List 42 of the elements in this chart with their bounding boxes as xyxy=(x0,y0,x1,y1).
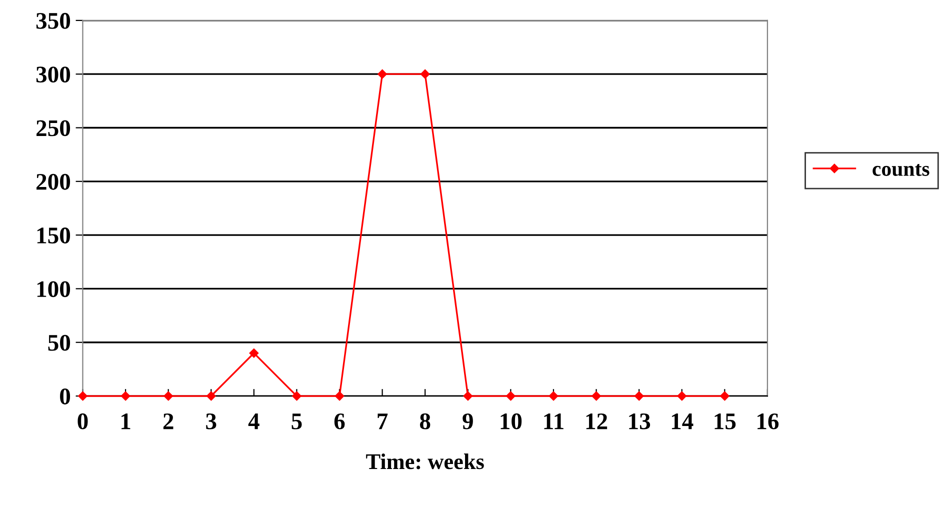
x-tick-label: 10 xyxy=(500,413,522,430)
point xyxy=(420,69,430,79)
x-tick-label: 2 xyxy=(163,413,174,430)
x-tick-label: 0 xyxy=(78,413,88,430)
y-tick-label: 350 xyxy=(36,12,70,29)
point xyxy=(378,69,387,79)
x-tick-label: 16 xyxy=(758,413,779,430)
y-tick-label: 300 xyxy=(36,66,70,83)
x-tick-label: 7 xyxy=(378,414,388,430)
legend-label: counts xyxy=(872,164,930,176)
x-tick-label: 8 xyxy=(420,413,430,430)
y-tick-label: 50 xyxy=(48,334,70,351)
point xyxy=(548,391,558,401)
x-tick-label: 13 xyxy=(629,413,650,430)
point xyxy=(164,391,173,401)
point xyxy=(120,391,130,401)
y-tick-label: 100 xyxy=(37,281,70,298)
point xyxy=(592,391,601,401)
point xyxy=(506,391,516,401)
x-tick-label: 11 xyxy=(544,413,564,430)
x-tick-label: 9 xyxy=(462,413,473,430)
x-tick-label: 5 xyxy=(292,414,302,430)
point xyxy=(292,391,302,401)
point xyxy=(677,391,686,401)
point xyxy=(249,348,259,358)
y-tick-label: 250 xyxy=(36,120,70,136)
x-tick-label: 14 xyxy=(672,413,694,430)
x-tick-label: 12 xyxy=(586,413,608,430)
point xyxy=(634,391,644,401)
y-tick-label: 0 xyxy=(60,388,70,404)
point xyxy=(720,391,730,401)
y-tick-label: 150 xyxy=(37,228,70,244)
x-tick-label: 1 xyxy=(122,413,130,430)
x-tick-label: 4 xyxy=(248,414,260,430)
x-tick-label: 15 xyxy=(714,413,736,430)
point xyxy=(206,391,216,401)
point xyxy=(463,391,473,401)
x-tick-label: 3 xyxy=(206,413,216,430)
x-axis-title: Time: weeks xyxy=(366,454,484,470)
point xyxy=(334,391,344,401)
x-tick-label: 6 xyxy=(334,413,345,430)
y-tick-label: 200 xyxy=(36,174,70,190)
